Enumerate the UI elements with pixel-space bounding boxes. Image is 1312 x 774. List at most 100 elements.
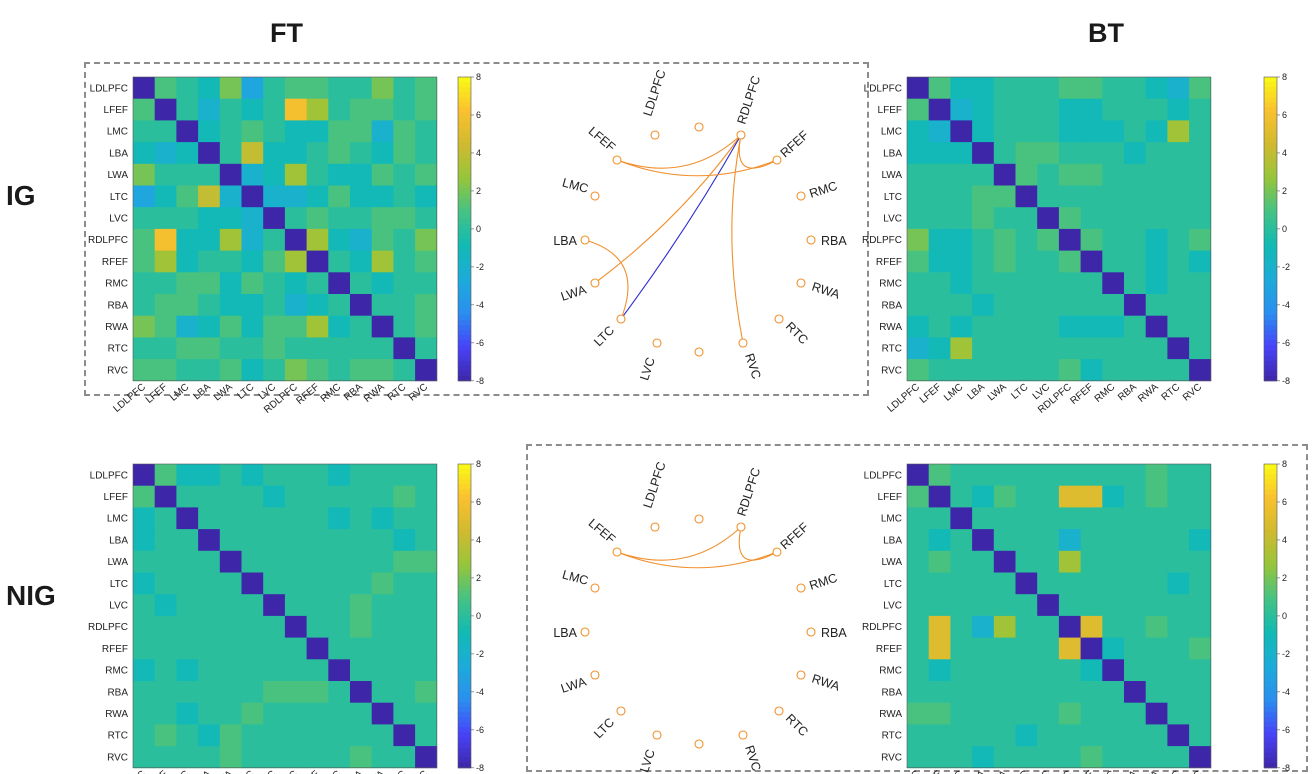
heatmap-x-label: RFEF bbox=[1068, 382, 1095, 407]
heatmap-cell bbox=[198, 359, 221, 382]
heatmap-cell bbox=[219, 185, 242, 208]
colorbar-segment bbox=[1264, 173, 1277, 179]
heatmap-y-label: RMC bbox=[105, 666, 128, 677]
heatmap-cell bbox=[1102, 507, 1125, 530]
heatmap-cell bbox=[306, 142, 329, 165]
heatmap-cell bbox=[133, 550, 156, 573]
colorbar-segment bbox=[458, 117, 471, 124]
colorbar-segment bbox=[1264, 87, 1277, 93]
heatmap-y-label: LTC bbox=[884, 579, 902, 590]
colorbar-segment bbox=[458, 595, 471, 602]
heatmap-cell bbox=[284, 659, 307, 682]
colorbar-segment bbox=[458, 641, 471, 647]
heatmap-cell bbox=[284, 572, 307, 595]
heatmap-y-label: LMC bbox=[107, 514, 128, 525]
network-node bbox=[580, 235, 590, 245]
heatmap-cell bbox=[1189, 272, 1212, 295]
heatmap-cell bbox=[1167, 359, 1190, 382]
heatmap-cell bbox=[415, 98, 438, 121]
colorbar-segment bbox=[458, 752, 471, 759]
heatmap-cell bbox=[928, 746, 951, 769]
colorbar-segment bbox=[458, 168, 471, 174]
heatmap-cell bbox=[950, 464, 973, 487]
heatmap-cell bbox=[972, 594, 995, 617]
heatmap-cell bbox=[306, 681, 329, 704]
heatmap-cell bbox=[993, 294, 1016, 317]
heatmap-cell bbox=[972, 359, 995, 382]
colorbar-segment bbox=[1264, 631, 1277, 637]
heatmap-cell bbox=[907, 250, 930, 273]
network-node bbox=[616, 706, 626, 716]
heatmap-cell bbox=[371, 120, 394, 143]
network-node bbox=[694, 739, 704, 749]
heatmap-cell bbox=[133, 272, 156, 295]
colorbar-segment bbox=[458, 264, 471, 270]
colorbar-segment bbox=[458, 223, 471, 230]
heatmap-cell bbox=[972, 572, 995, 595]
heatmap-cell bbox=[284, 337, 307, 360]
heatmap-cell bbox=[1189, 746, 1212, 769]
heatmap-cell bbox=[907, 594, 930, 617]
colorbar-segment bbox=[458, 570, 471, 576]
network-edge bbox=[616, 134, 742, 169]
colorbar-segment bbox=[1264, 218, 1277, 225]
heatmap-cell bbox=[1167, 272, 1190, 295]
heatmap-cell bbox=[928, 142, 951, 165]
heatmap-cell bbox=[371, 228, 394, 251]
heatmap-cell bbox=[284, 615, 307, 638]
heatmap-cell bbox=[328, 359, 351, 382]
heatmap-cell bbox=[154, 315, 177, 338]
colorbar-segment bbox=[458, 325, 471, 331]
heatmap-cell bbox=[1145, 250, 1168, 273]
heatmap-cell bbox=[1037, 550, 1060, 573]
heatmap-frame bbox=[132, 463, 438, 769]
network-node bbox=[736, 522, 746, 532]
heatmap-cell bbox=[950, 120, 973, 143]
colorbar-segment bbox=[1264, 641, 1277, 647]
heatmap-cell bbox=[928, 637, 951, 660]
colorbar-segment bbox=[1264, 742, 1277, 749]
network-node bbox=[796, 278, 806, 288]
heatmap-cell bbox=[950, 315, 973, 338]
network-node bbox=[590, 191, 600, 201]
heatmap-cell bbox=[1080, 572, 1103, 595]
heatmap-x-label: LFEF bbox=[144, 769, 170, 774]
heatmap-cell bbox=[1015, 250, 1038, 273]
heatmap-cell bbox=[1102, 120, 1125, 143]
colorbar-segment bbox=[1264, 504, 1277, 511]
heatmap-cell bbox=[198, 702, 221, 725]
heatmap-cell bbox=[328, 185, 351, 208]
heatmap-cell bbox=[1015, 637, 1038, 660]
colorbar-segment bbox=[458, 92, 471, 98]
heatmap-cell bbox=[154, 572, 177, 595]
colorbar-tick-label: 0 bbox=[476, 224, 481, 234]
colorbar-segment bbox=[458, 555, 471, 561]
colorbar-segment bbox=[1264, 691, 1277, 698]
heatmap-y-label: LDLPFC bbox=[864, 83, 902, 94]
heatmap-cell bbox=[1189, 315, 1212, 338]
heatmap-cell bbox=[928, 529, 951, 552]
heatmap-cell bbox=[1080, 77, 1103, 100]
heatmap-cell bbox=[393, 77, 416, 100]
heatmap-cell bbox=[1189, 77, 1212, 100]
heatmap-cell bbox=[907, 142, 930, 165]
network-node-label: LVC bbox=[637, 356, 658, 383]
colorbar-segment bbox=[458, 289, 471, 296]
colorbar-segment bbox=[458, 218, 471, 225]
heatmap-cell bbox=[907, 120, 930, 143]
heatmap-cell bbox=[350, 507, 373, 530]
colorbar-segment bbox=[1264, 732, 1277, 738]
heatmap-cell bbox=[1080, 98, 1103, 121]
heatmap-cell bbox=[972, 550, 995, 573]
heatmap-x-label: LBA bbox=[191, 381, 213, 402]
colorbar-segment bbox=[458, 529, 471, 536]
heatmap-cell bbox=[972, 228, 995, 251]
heatmap-cell bbox=[972, 659, 995, 682]
heatmap-cell bbox=[1037, 681, 1060, 704]
heatmap-y-label: LDLPFC bbox=[90, 470, 128, 481]
heatmap-cell bbox=[198, 507, 221, 530]
heatmap-y-label: RVC bbox=[107, 365, 128, 376]
heatmap-cell bbox=[133, 228, 156, 251]
heatmap-cell bbox=[263, 507, 286, 530]
